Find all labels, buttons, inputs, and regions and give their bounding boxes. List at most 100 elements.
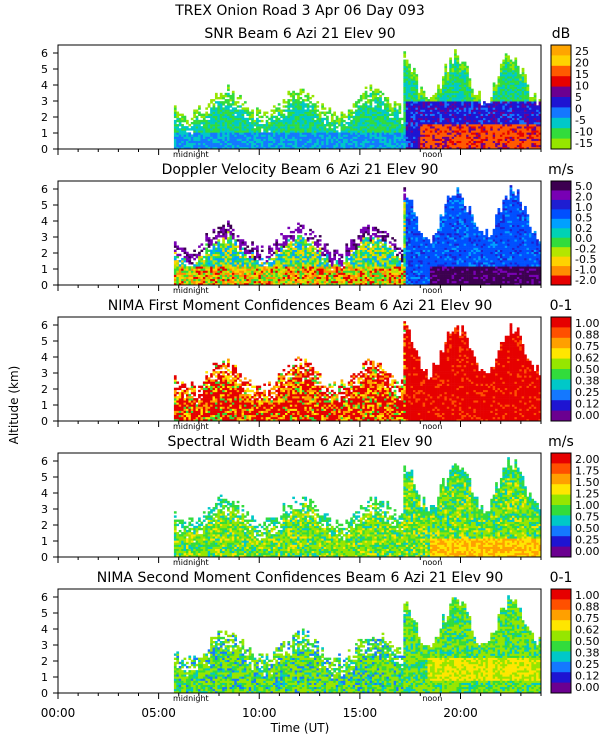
heat-cell [331, 134, 334, 136]
heat-cell [444, 114, 447, 116]
heat-cell [341, 112, 344, 114]
heat-cell [234, 243, 237, 245]
heat-cell [287, 275, 290, 277]
heat-cell [502, 141, 505, 143]
heat-cell [239, 239, 242, 241]
heat-cell [181, 273, 184, 275]
heat-cell [428, 130, 431, 132]
heat-cell [198, 130, 201, 132]
heat-cell [229, 270, 232, 272]
heat-cell [476, 114, 479, 116]
heat-cell [406, 87, 409, 89]
heat-cell [456, 57, 459, 59]
heat-cell [210, 109, 213, 111]
heat-cell [403, 64, 406, 66]
heat-cell [507, 72, 510, 74]
heat-cell [428, 103, 431, 105]
heat-cell [432, 139, 435, 141]
heat-cell [287, 126, 290, 128]
heat-cell [399, 103, 402, 105]
heat-cell [242, 262, 245, 264]
heat-cell [399, 145, 402, 147]
heat-cell [430, 101, 433, 103]
heat-cell [184, 143, 187, 145]
heat-cell [498, 89, 501, 91]
heat-cell [466, 126, 469, 128]
heat-cell [280, 262, 283, 264]
heat-cell [517, 109, 520, 111]
heat-cell [444, 120, 447, 122]
heat-cell [374, 141, 377, 143]
heat-cell [514, 116, 517, 118]
heat-cell [490, 128, 493, 130]
heat-cell [386, 130, 389, 132]
heat-cell [242, 270, 245, 272]
heat-cell [295, 128, 298, 130]
heat-cell [415, 105, 418, 107]
heat-cell [188, 143, 191, 145]
heat-cell [237, 141, 240, 143]
heat-cell [198, 120, 201, 122]
heat-cell [217, 122, 220, 124]
heat-cell [391, 109, 394, 111]
heat-cell [295, 126, 298, 128]
heat-cell [449, 89, 452, 91]
heat-cell [210, 143, 213, 145]
heat-cell [350, 114, 353, 116]
heat-cell [297, 126, 300, 128]
heat-cell [191, 143, 194, 145]
heat-cell [529, 114, 532, 116]
heat-cell [466, 134, 469, 136]
heat-cell [285, 120, 288, 122]
heat-cell [232, 118, 235, 120]
heat-cell [524, 132, 527, 134]
heat-cell [517, 89, 520, 91]
heat-cell [403, 145, 406, 147]
heat-cell [447, 91, 450, 93]
heat-cell [184, 281, 187, 283]
heat-cell [234, 103, 237, 105]
heat-cell [454, 89, 457, 91]
heat-cell [512, 124, 515, 126]
heat-cell [514, 130, 517, 132]
heat-cell [246, 273, 249, 275]
heat-cell [198, 122, 201, 124]
heat-cell [314, 103, 317, 105]
heat-cell [512, 91, 515, 93]
heat-cell [449, 82, 452, 84]
heat-cell [442, 130, 445, 132]
heat-cell [196, 275, 199, 277]
colorbar-swatch [551, 118, 571, 129]
heat-cell [452, 112, 455, 114]
heat-cell [529, 143, 532, 145]
heat-cell [357, 105, 360, 107]
heat-cell [256, 137, 259, 139]
heat-cell [273, 132, 276, 134]
heat-cell [283, 262, 286, 264]
heat-cell [500, 85, 503, 87]
heat-cell [432, 103, 435, 105]
heat-cell [488, 126, 491, 128]
heat-cell [304, 141, 307, 143]
heat-cell [290, 139, 293, 141]
heat-cell [321, 145, 324, 147]
heat-cell [377, 134, 380, 136]
heat-cell [304, 241, 307, 243]
heat-cell [174, 264, 177, 266]
heat-cell [198, 107, 201, 109]
heat-cell [319, 143, 322, 145]
heat-cell [406, 82, 409, 84]
heat-cell [278, 112, 281, 114]
heat-cell [309, 122, 312, 124]
heat-cell [386, 137, 389, 139]
heat-cell [280, 243, 283, 245]
heat-cell [379, 141, 382, 143]
heat-cell [469, 78, 472, 80]
heat-cell [237, 279, 240, 281]
heat-cell [507, 97, 510, 99]
heat-cell [485, 107, 488, 109]
heat-cell [517, 91, 520, 93]
heat-cell [215, 241, 218, 243]
heat-cell [268, 132, 271, 134]
heat-cell [399, 120, 402, 122]
